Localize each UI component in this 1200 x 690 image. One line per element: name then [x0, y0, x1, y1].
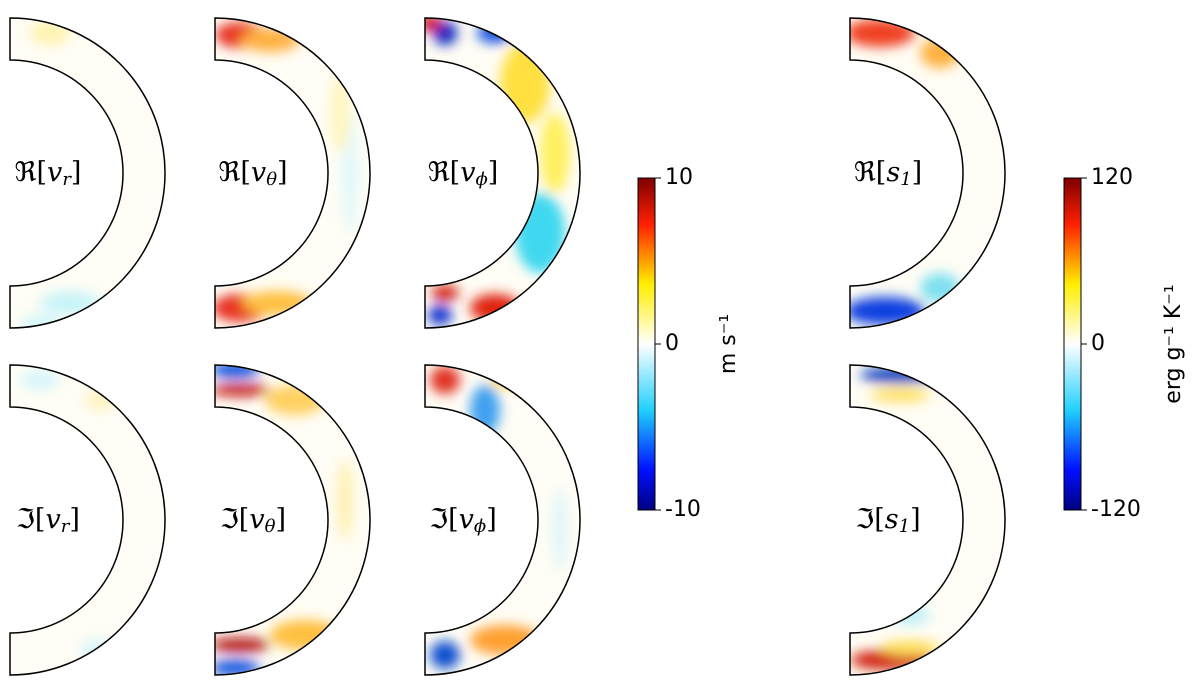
label-sub: θ [265, 516, 276, 537]
field-blob [552, 490, 568, 570]
label-var: v [47, 157, 62, 188]
panel: ℜ[s1] [849, 17, 1006, 329]
colorbar-label: m s⁻¹ [716, 314, 741, 374]
panel: ℜ[vr] [9, 17, 166, 329]
label-close: ] [910, 504, 921, 535]
panel: ℑ[vθ] [214, 364, 371, 676]
label-var: s [885, 504, 899, 535]
label-prefix: ℜ[ [854, 157, 887, 188]
panel-label: ℑ[vr] [16, 504, 80, 538]
colorbar-tick-label: -10 [665, 497, 701, 522]
label-var: s [886, 157, 900, 188]
field-blob [920, 38, 960, 68]
field-blob [515, 193, 565, 273]
label-prefix: ℑ[ [429, 504, 458, 535]
label-close: ] [71, 157, 82, 188]
field-blob [265, 385, 325, 415]
field-blob [540, 113, 570, 193]
field-blob [20, 315, 60, 328]
field-blob [860, 367, 940, 383]
label-close: ] [277, 157, 288, 188]
field-blob [40, 291, 100, 315]
panel: ℑ[vr] [9, 364, 166, 676]
label-sub: 1 [900, 169, 911, 190]
field-blob [215, 384, 270, 396]
field-blob [20, 370, 60, 390]
colorbar-tick-label: 0 [665, 331, 679, 356]
panel: ℑ[s1] [849, 364, 1006, 676]
panel: ℑ[vϕ] [424, 364, 581, 676]
field-blob [215, 638, 270, 652]
annulus-outline [424, 17, 581, 329]
annulus-outline [214, 364, 371, 676]
annulus-outline [849, 17, 1006, 329]
annulus-outline [849, 364, 1006, 676]
colorbar-tick-label: 0 [1091, 331, 1105, 356]
panel-label: ℜ[vθ] [218, 157, 287, 191]
colorbar [637, 177, 656, 511]
label-close: ] [912, 157, 923, 188]
label-close: ] [486, 504, 497, 535]
field-blob [242, 291, 312, 315]
field-blob [850, 19, 915, 47]
label-var: v [460, 157, 475, 188]
field-blob [431, 285, 459, 301]
field-blob [430, 366, 460, 394]
colorbar-tick-label: 120 [1091, 165, 1133, 190]
label-var: v [45, 504, 60, 535]
panel-label: ℜ[vr] [15, 157, 82, 191]
colorbar-tick-label: 10 [665, 165, 693, 190]
panel: ℜ[vθ] [214, 17, 371, 329]
label-prefix: ℜ[ [15, 157, 48, 188]
field-blob [30, 21, 70, 45]
field-blob [330, 73, 350, 153]
label-prefix: ℜ[ [428, 157, 461, 188]
label-prefix: ℑ[ [855, 504, 884, 535]
field-blob [470, 294, 520, 322]
label-var: v [251, 157, 266, 188]
annulus-outline [424, 364, 581, 676]
panel-label: ℑ[vθ] [220, 504, 286, 538]
label-sub: ϕ [474, 516, 486, 537]
field-blob [850, 297, 925, 325]
label-prefix: ℜ[ [218, 157, 251, 188]
label-sub: ϕ [475, 169, 487, 190]
field-blob [470, 385, 500, 435]
colorbar-label: erg g⁻¹ K⁻¹ [1161, 284, 1186, 403]
label-sub: θ [266, 169, 277, 190]
panel: ℜ[vϕ] [424, 17, 581, 329]
label-prefix: ℑ[ [16, 504, 45, 535]
field-blob [428, 305, 452, 325]
field-blob [337, 460, 353, 540]
colorbar-tick-label: -120 [1091, 497, 1141, 522]
field-blob [880, 640, 940, 656]
field-blob [870, 388, 930, 402]
label-sub: 1 [899, 516, 910, 537]
label-sub: r [62, 169, 72, 190]
colorbar [1063, 177, 1082, 511]
field-blob [430, 641, 460, 669]
field-blob [490, 372, 520, 388]
label-close: ] [488, 157, 499, 188]
field-blob [470, 625, 540, 655]
field-blob [240, 28, 300, 52]
label-close: ] [275, 504, 286, 535]
annulus-outline [9, 364, 166, 676]
label-sub: r [61, 516, 71, 537]
label-var: v [459, 504, 474, 535]
panel-label: ℜ[s1] [854, 157, 922, 191]
label-close: ] [69, 504, 80, 535]
panel-label: ℑ[vϕ] [429, 504, 496, 538]
label-prefix: ℑ[ [220, 504, 249, 535]
label-var: v [249, 504, 264, 535]
field-blob [477, 23, 513, 43]
panel-label: ℜ[vϕ] [428, 157, 499, 191]
annulus-outline [9, 17, 166, 329]
field-blobs [215, 22, 358, 322]
field-blob [80, 640, 120, 660]
annulus-outline [214, 17, 371, 329]
panel-label: ℑ[s1] [855, 504, 920, 538]
